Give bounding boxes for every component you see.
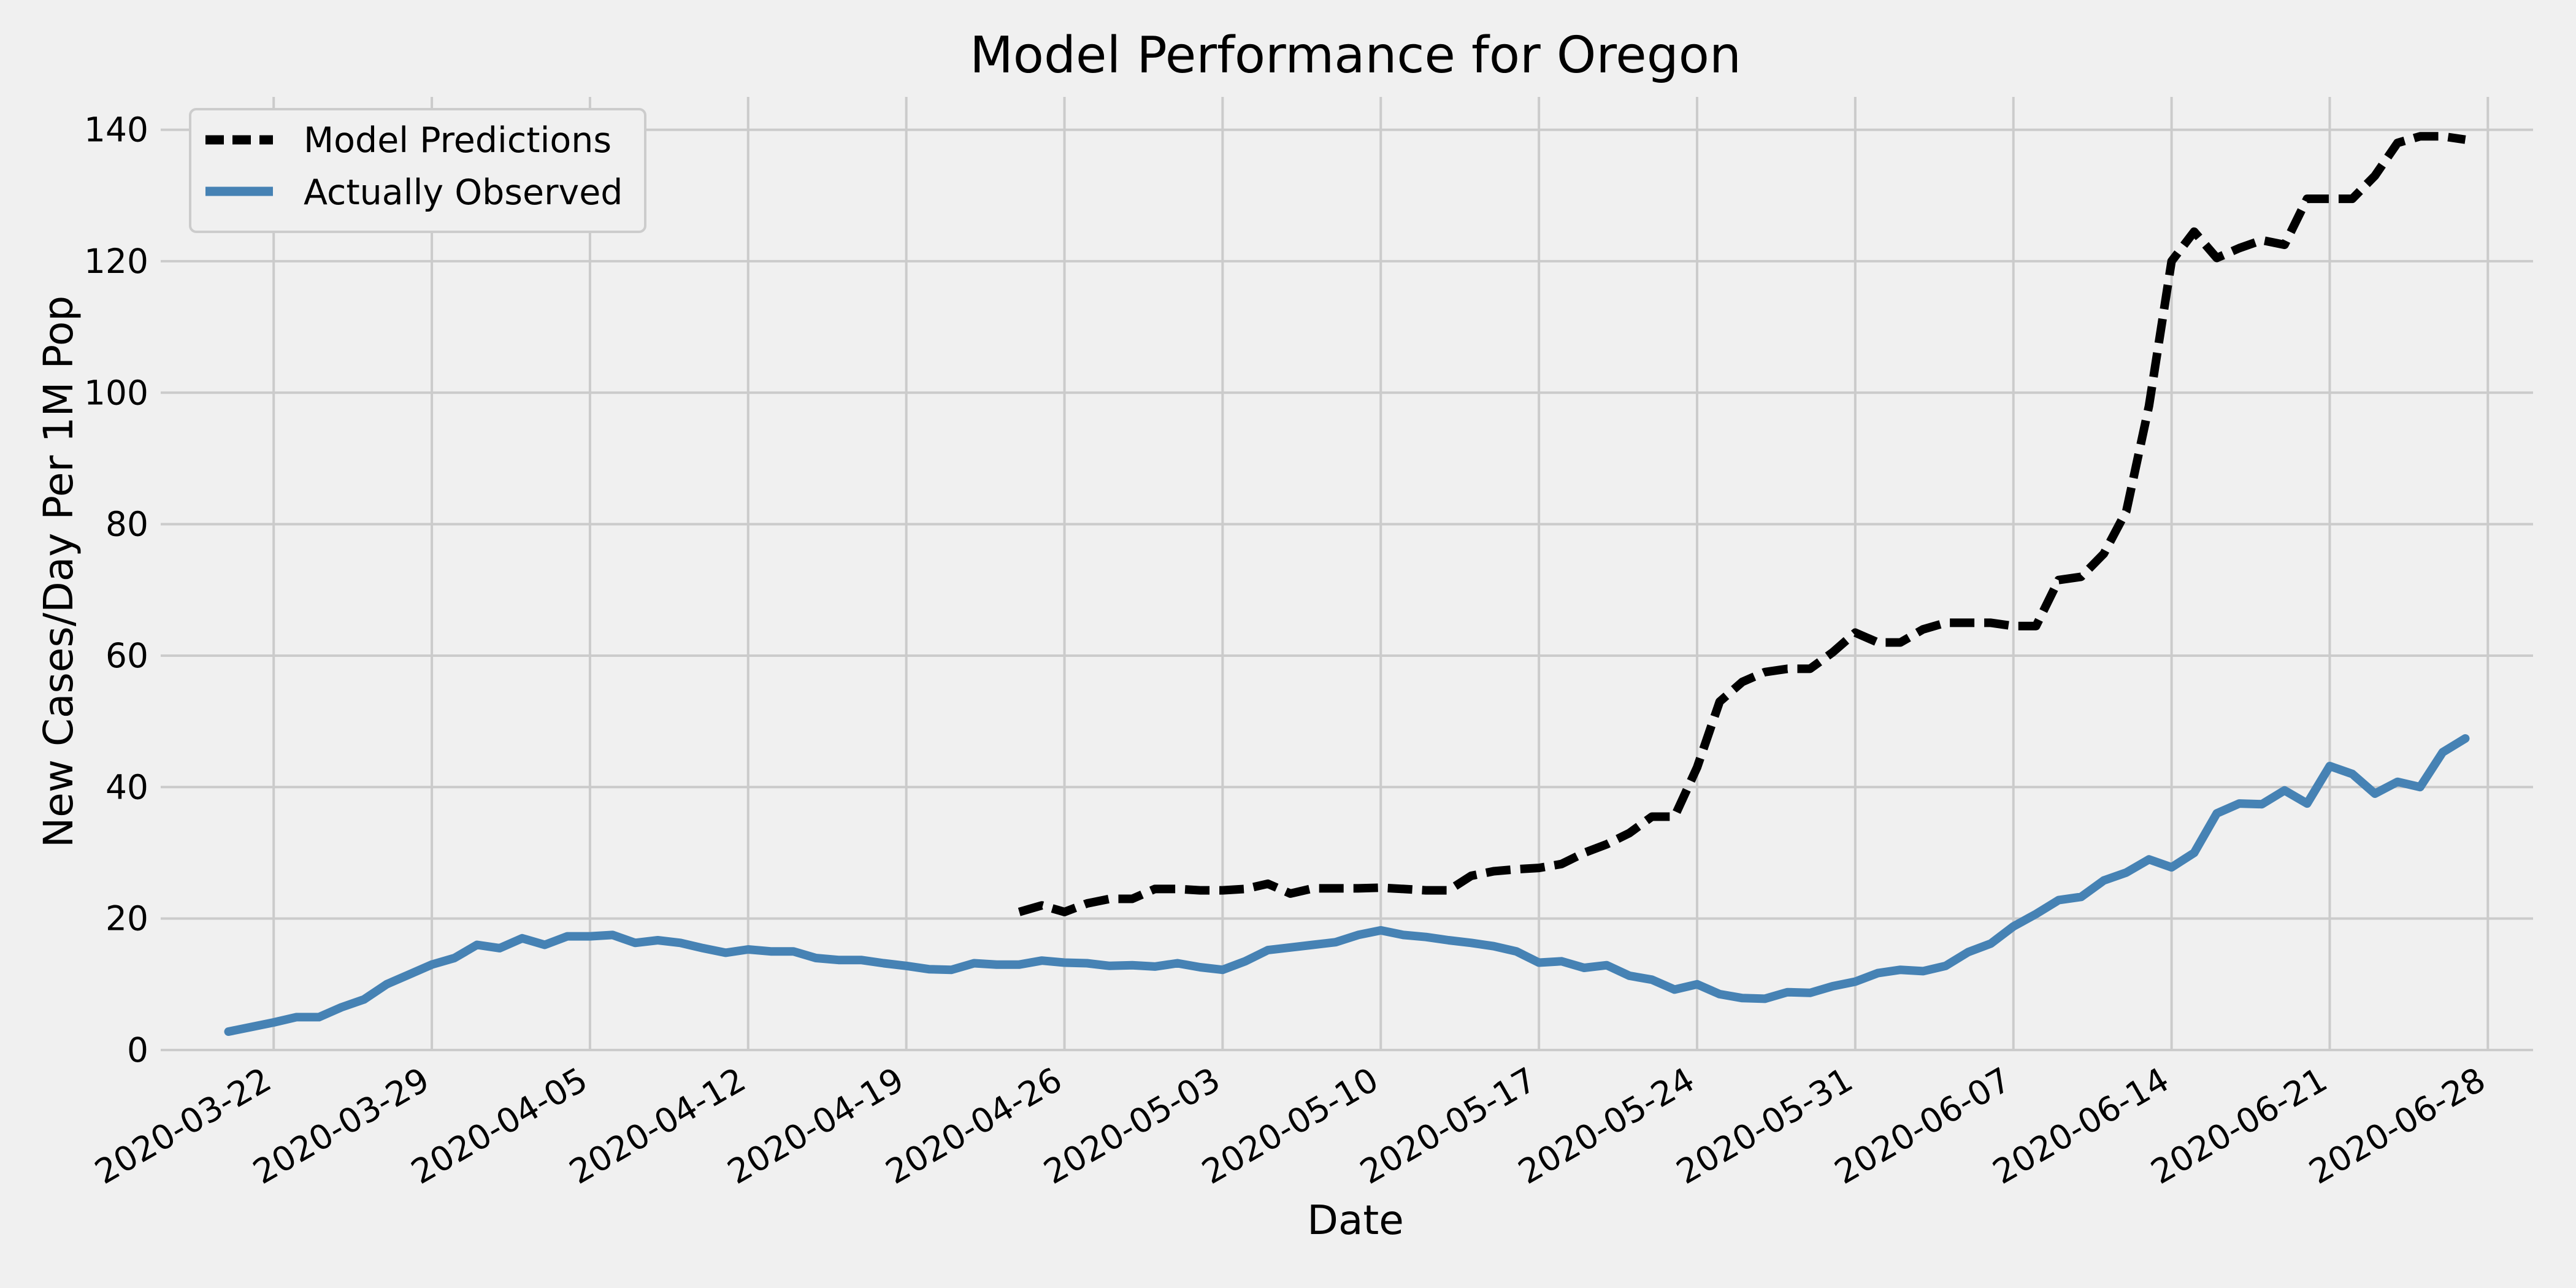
y-tick-label: 100 <box>84 373 148 412</box>
y-tick-label: 60 <box>105 636 148 675</box>
y-tick-label: 0 <box>127 1030 148 1070</box>
y-tick-label: 20 <box>105 899 148 938</box>
x-axis-label: Date <box>1307 1197 1404 1244</box>
y-tick-labels: 0 20 40 60 80 100 120 140 <box>84 110 148 1070</box>
series-line-actually-observed <box>224 734 2470 1036</box>
y-axis-label: New Cases/Day Per 1M Pop <box>35 296 82 848</box>
grid-lines <box>161 97 2533 1051</box>
chart-title: Model Performance for Oregon <box>970 26 1741 85</box>
y-tick-label: 140 <box>84 110 148 150</box>
y-tick-label: 120 <box>84 242 148 281</box>
y-tick-label: 80 <box>105 505 148 544</box>
legend-label-actually-observed: Actually Observed <box>304 172 623 213</box>
legend-box <box>189 108 646 233</box>
legend-label-model-predictions: Model Predictions <box>304 120 611 161</box>
y-tick-label: 40 <box>105 767 148 807</box>
series-line-model-predictions <box>1018 132 2466 916</box>
legend: Model Predictions Actually Observed <box>189 108 646 233</box>
series-layer <box>224 132 2470 1036</box>
